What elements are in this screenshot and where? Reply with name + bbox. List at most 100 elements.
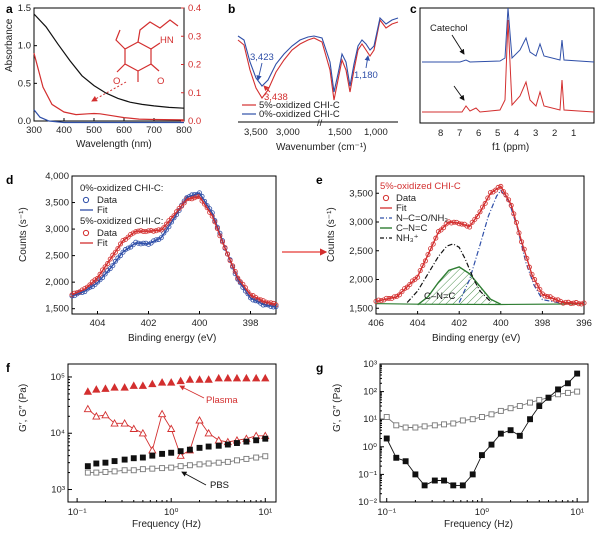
pbs-gpp-point <box>224 458 231 465</box>
panel-b-xtick: 3,000 <box>276 127 300 138</box>
annotation-arrow <box>263 85 271 93</box>
xps-data-point <box>102 271 108 277</box>
ytick-label: 10⁴ <box>50 428 65 439</box>
legend-marker-data-5pct <box>82 229 90 237</box>
xps-data-point <box>537 286 543 292</box>
xps-data-point <box>508 202 514 208</box>
panel-a-frame <box>33 7 185 122</box>
pbs-gp-point <box>121 456 128 463</box>
panel-c: 8 7 6 5 4 3 2 1 f1 (ppm) Catechol <box>419 7 595 153</box>
annotation-pbs: PBS <box>210 480 229 491</box>
panel-e-ytick: 3,000 <box>349 217 373 228</box>
pbs-gp-point <box>186 446 193 453</box>
legend-label-data: Data <box>97 195 118 206</box>
g-open-point <box>421 423 428 430</box>
g-open-point <box>431 422 438 429</box>
g-open-point <box>459 417 466 424</box>
legend-label-cnc: C–N=C <box>396 223 428 234</box>
plasma-gpp-point <box>167 424 176 432</box>
xps-data-point <box>107 266 113 272</box>
panel-c-xlabel: f1 (ppm) <box>492 142 529 153</box>
xps-fit-line <box>71 192 277 308</box>
legend-label-data: Data <box>396 193 417 204</box>
plasma-gpp-point <box>138 428 148 437</box>
panel-d-xtick: 398 <box>243 318 259 329</box>
xps-data-point <box>472 216 478 222</box>
plasma-gpp-point <box>129 424 138 432</box>
xps-data-point <box>506 197 512 203</box>
panel-a-arrow <box>91 81 127 102</box>
plasma-gpp-point <box>195 415 204 424</box>
xps-data-point <box>92 277 98 283</box>
xps-data-point <box>503 192 509 198</box>
legend-label-fit: Fit <box>97 238 108 249</box>
g-filled-point <box>450 482 457 489</box>
g-filled-point <box>488 441 495 448</box>
g-open-point <box>393 422 400 429</box>
panel-a-ytick: 0.5 <box>18 78 31 89</box>
plasma-gpp-point <box>157 409 167 418</box>
absorbance-series-red <box>33 53 185 121</box>
g-filled-point <box>497 430 504 437</box>
pbs-gpp-point <box>159 465 166 472</box>
xps-data-point <box>161 225 167 231</box>
xps-data-point <box>420 262 426 268</box>
legend-group1-title: 0%-oxidized CHI-C: <box>80 183 163 194</box>
xps-data-point <box>467 224 473 230</box>
panel-e-title: 5%-oxidized CHI-C <box>380 181 461 192</box>
pbs-gpp-point <box>234 457 240 464</box>
panel-e-frame <box>375 175 585 315</box>
xtick-label: 10⁻¹ <box>377 507 396 518</box>
pbs-gpp-point <box>111 468 118 475</box>
peak-label-cnc: C–N=C <box>424 291 456 302</box>
pbs-gp-point <box>168 449 175 456</box>
panel-a-xtick: 700 <box>146 125 162 136</box>
plasma-gp-point <box>214 373 223 382</box>
xps-data-point <box>117 253 123 259</box>
g-open-point <box>527 399 533 406</box>
xps-data-point <box>404 284 410 290</box>
plasma-gp-point <box>232 373 242 382</box>
nmr-series-red <box>422 19 595 113</box>
pbs-gp-point <box>234 440 240 446</box>
xps-data-point <box>433 235 439 241</box>
panel-d-ytick: 3,500 <box>45 198 69 209</box>
pbs-gpp-point <box>130 467 137 474</box>
pbs-gp-point <box>84 463 91 470</box>
legend-label-0pct: 0%-oxidized CHI-C <box>259 109 340 120</box>
xps-data-point <box>500 189 506 195</box>
xps-data-point <box>158 235 164 241</box>
g-filled-point <box>555 386 561 393</box>
panel-e: 406 404 402 400 398 396 1,500 2,000 2,500 3,000 3,… <box>326 175 592 344</box>
panel-g-frame <box>379 363 589 503</box>
pbs-gpp-point <box>93 469 100 476</box>
g-open-point <box>450 420 457 427</box>
g-filled-point <box>536 403 543 409</box>
xps-data-point <box>120 237 126 243</box>
plasma-gp-point <box>129 381 138 389</box>
pbs-gp-point <box>196 444 203 451</box>
xps-data-point <box>112 249 118 255</box>
xps-data-point <box>123 247 129 253</box>
g-filled-point <box>469 471 476 478</box>
legend-label-data: Data <box>97 228 118 239</box>
xtick-label: 10⁻¹ <box>68 507 87 518</box>
nmr-series-blue <box>422 7 595 63</box>
g-open-point <box>536 396 543 403</box>
xps-data-point <box>253 298 259 304</box>
xps-data-point <box>179 203 185 209</box>
pbs-gpp-point <box>243 455 250 462</box>
panel-c-xtick: 8 <box>438 128 443 139</box>
g-open-point <box>564 389 571 396</box>
panel-g-xlabel: Frequency (Hz) <box>444 519 513 530</box>
plasma-gp-point <box>101 384 110 392</box>
g-filled-point <box>459 482 466 489</box>
panel-f-ylabel: G′, G″ (Pa) <box>18 384 29 432</box>
panel-d-ytick: 3,000 <box>45 224 69 235</box>
g-filled-point <box>431 477 438 484</box>
xps-data-point <box>110 263 116 269</box>
plasma-gp-point <box>138 381 148 389</box>
xps-data-point <box>396 292 402 298</box>
xps-data-point <box>117 241 123 247</box>
